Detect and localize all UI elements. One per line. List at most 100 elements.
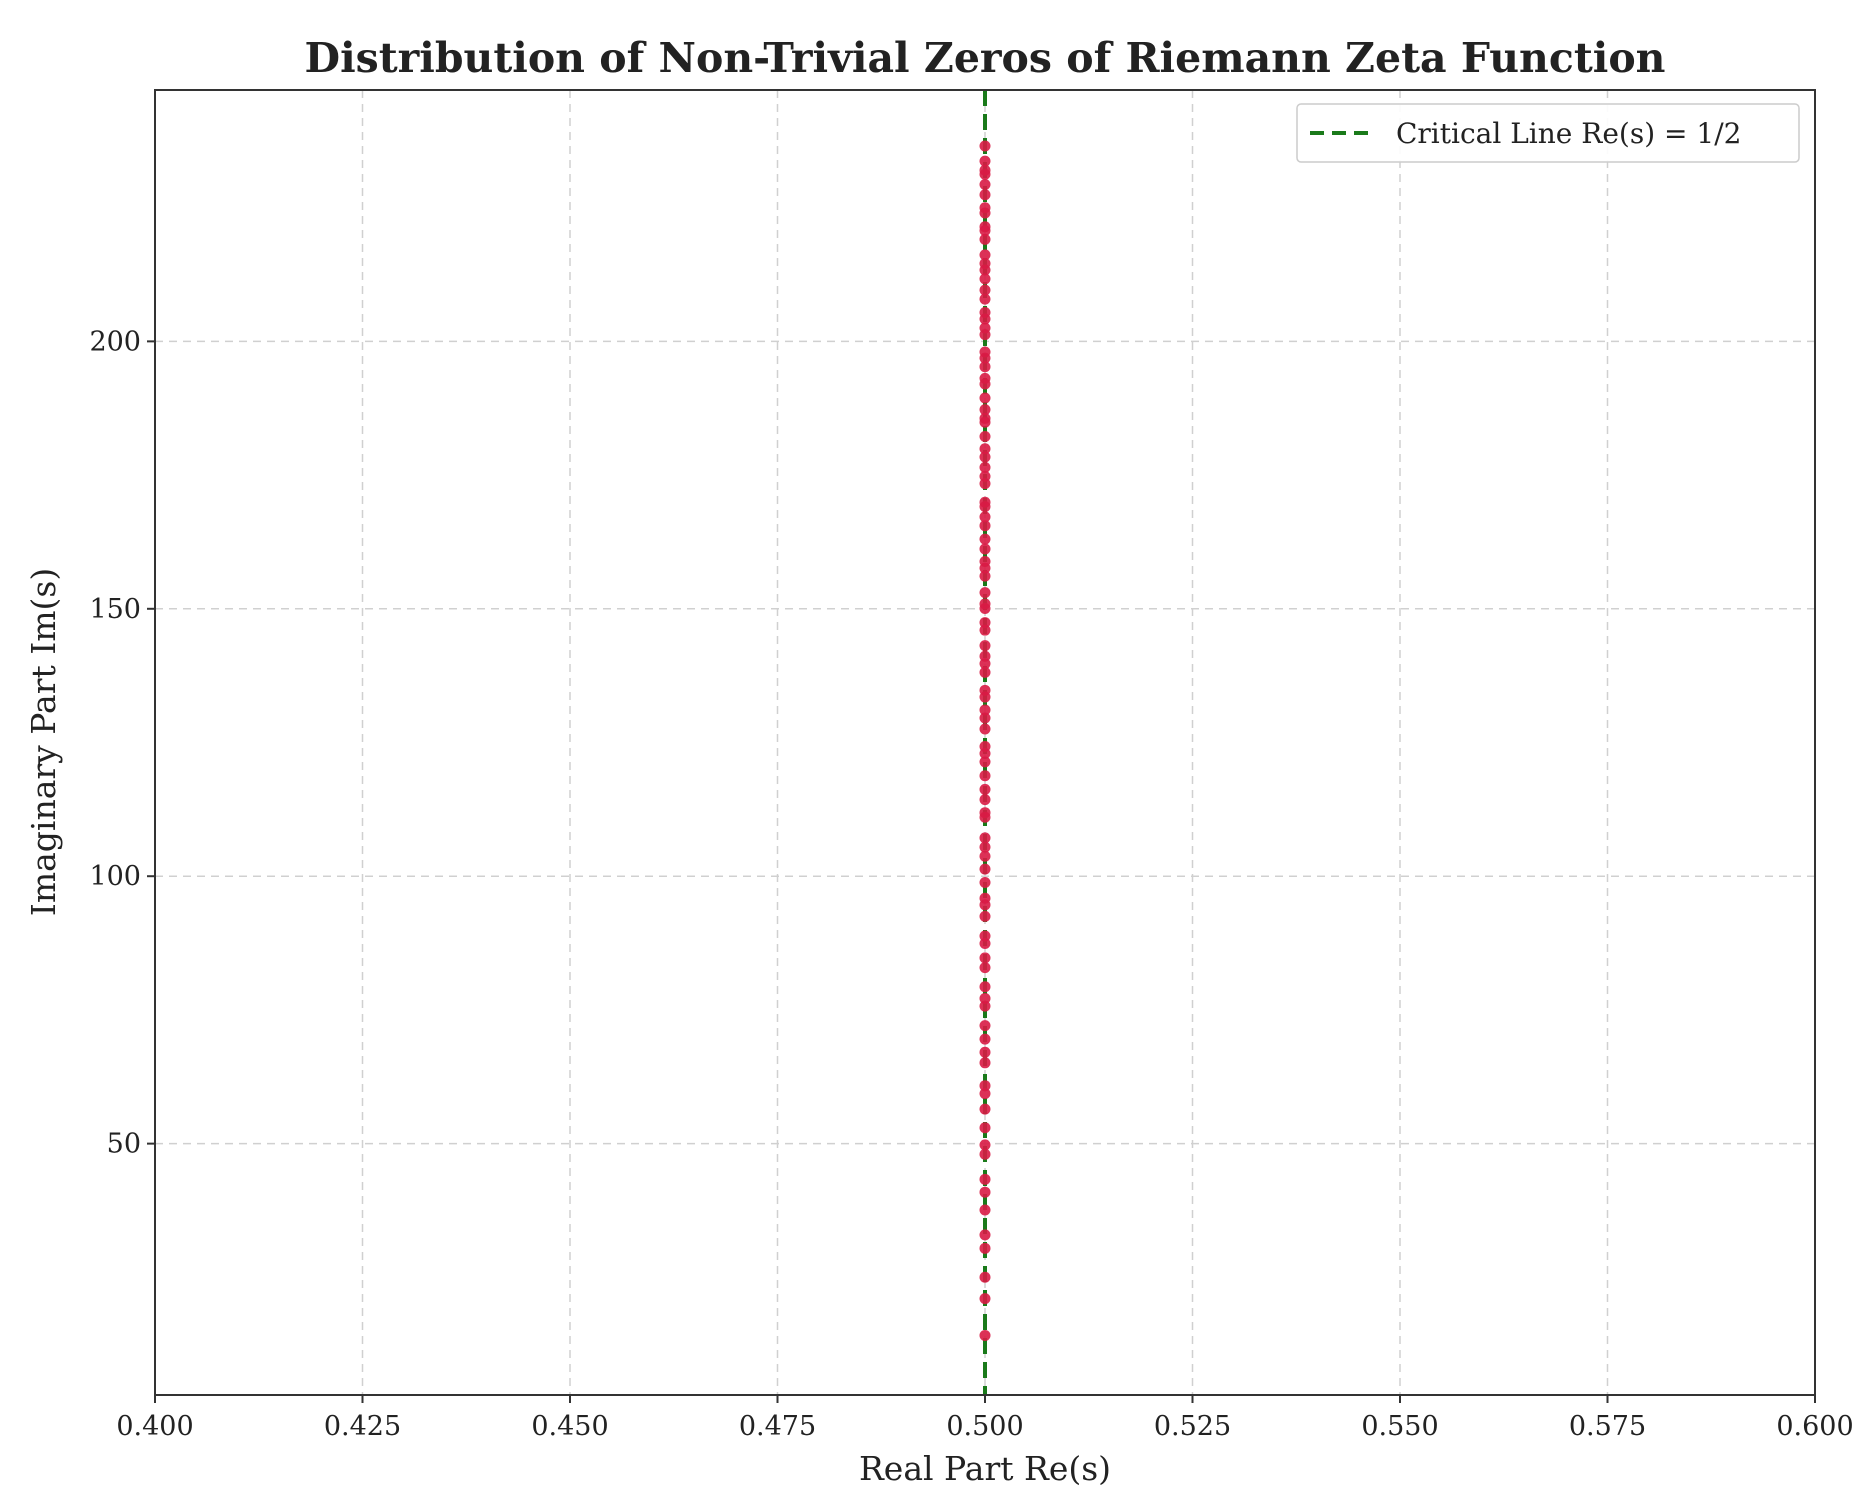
zero-point [979, 178, 991, 190]
zero-point [979, 666, 991, 678]
zero-point [979, 910, 991, 922]
x-tick-label: 0.525 [1154, 1411, 1231, 1442]
zero-point [979, 443, 991, 455]
zero-point [979, 322, 991, 334]
zero-point [979, 470, 991, 482]
zero-point [979, 1000, 991, 1012]
zero-point [979, 570, 991, 582]
x-axis-ticks: 0.400 0.425 0.450 0.475 0.500 0.525 0.550 0.575… [116, 1395, 1854, 1442]
zero-point [979, 712, 991, 724]
zero-point [979, 361, 991, 373]
zero-point [979, 1148, 991, 1160]
zero-point [979, 794, 991, 806]
zero-point [979, 1329, 991, 1341]
zero-point [979, 164, 991, 176]
zero-point [979, 1173, 991, 1185]
zero-point [979, 293, 991, 305]
zero-point [979, 640, 991, 652]
legend-box [1296, 103, 1800, 163]
zero-point [979, 863, 991, 875]
zero-point [979, 1046, 991, 1058]
zero-point [979, 189, 991, 201]
zero-point [979, 876, 991, 888]
zero-point [979, 543, 991, 555]
x-tick-label: 0.450 [531, 1411, 608, 1442]
zero-point [979, 1088, 991, 1100]
zero-point [979, 1057, 991, 1069]
zero-point [979, 461, 991, 473]
zero-point [979, 273, 991, 285]
zero-point [979, 850, 991, 862]
zero-point [979, 684, 991, 696]
data-points [979, 140, 991, 1341]
y-tick-label: 150 [89, 594, 141, 625]
zero-point [979, 1229, 991, 1241]
zero-point [979, 952, 991, 964]
y-axis-ticks: 50 100 150 200 [89, 326, 155, 1160]
zero-point [979, 258, 991, 270]
zero-point [979, 412, 991, 424]
zero-point [979, 770, 991, 782]
zero-point [979, 1020, 991, 1032]
y-tick-label: 200 [89, 326, 141, 357]
zero-point [979, 404, 991, 416]
legend: Critical Line Re(s) = 1/2 [1296, 103, 1800, 163]
zero-point [979, 451, 991, 463]
zero-point [979, 1122, 991, 1134]
zero-point [979, 832, 991, 844]
zero-point [979, 555, 991, 567]
zero-point [979, 511, 991, 523]
zero-point [979, 1033, 991, 1045]
zero-point [979, 598, 991, 610]
zero-point [979, 783, 991, 795]
zero-point [979, 587, 991, 599]
x-axis-label: Real Part Re(s) [859, 1449, 1111, 1488]
legend-entry-critical-line: Critical Line Re(s) = 1/2 [1396, 117, 1741, 150]
zero-point [979, 233, 991, 245]
zero-point [979, 740, 991, 752]
zero-point [979, 617, 991, 629]
zero-point [979, 1204, 991, 1216]
zero-point [979, 723, 991, 735]
y-tick-label: 100 [89, 861, 141, 892]
zero-point [979, 1080, 991, 1092]
zero-point [979, 624, 991, 636]
zero-point [979, 140, 991, 152]
zero-point [979, 533, 991, 545]
zero-point [979, 1242, 991, 1254]
zero-point [979, 249, 991, 261]
zero-point [979, 650, 991, 662]
zero-point [979, 962, 991, 974]
zero-point [979, 841, 991, 853]
zero-point [979, 202, 991, 214]
zero-point [979, 892, 991, 904]
chart-title: Distribution of Non-Trivial Zeros of Rie… [305, 34, 1666, 82]
zero-point [979, 155, 991, 167]
zero-point [979, 992, 991, 1004]
y-axis-label: Imaginary Part Im(s) [24, 568, 63, 916]
x-tick-label: 0.575 [1569, 1411, 1646, 1442]
zero-point [979, 307, 991, 319]
zero-point [979, 496, 991, 508]
zero-point [979, 930, 991, 942]
zero-point [979, 1271, 991, 1283]
x-tick-label: 0.425 [324, 1411, 401, 1442]
zero-point [979, 372, 991, 384]
zero-point [979, 807, 991, 819]
zero-point [979, 520, 991, 532]
zero-point [979, 346, 991, 358]
zero-point [979, 431, 991, 443]
zero-point [979, 284, 991, 296]
y-tick-label: 50 [107, 1129, 141, 1160]
x-tick-label: 0.500 [946, 1411, 1023, 1442]
zero-point [979, 1293, 991, 1305]
x-tick-label: 0.400 [116, 1411, 193, 1442]
zero-point [979, 1103, 991, 1115]
zero-point [979, 1186, 991, 1198]
zero-point [979, 756, 991, 768]
zero-point [979, 1139, 991, 1151]
x-tick-label: 0.475 [739, 1411, 816, 1442]
zero-point [979, 704, 991, 716]
